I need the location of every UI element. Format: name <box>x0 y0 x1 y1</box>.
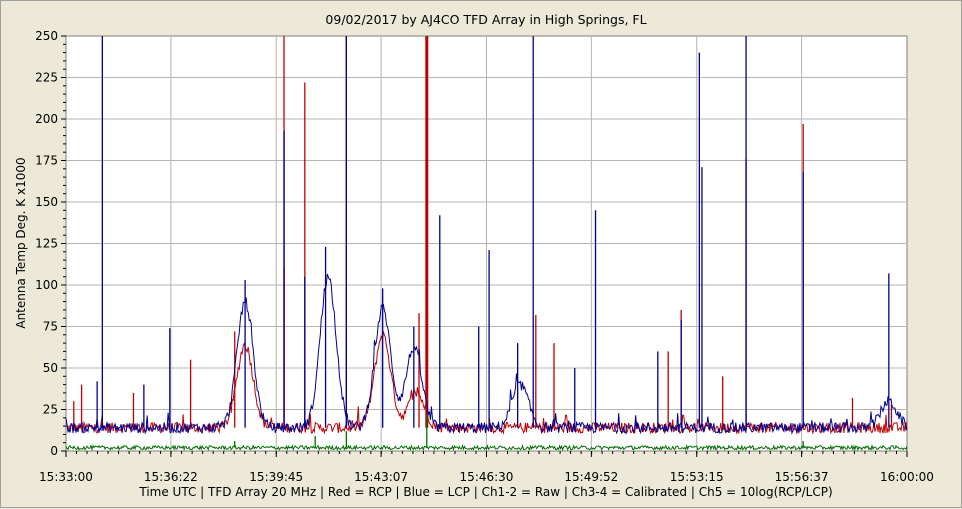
x-tick-label: 15:56:37 <box>775 470 829 484</box>
y-tick-label: 200 <box>35 112 58 126</box>
y-tick-label: 150 <box>35 195 58 209</box>
x-tick-label: 15:43:07 <box>354 470 408 484</box>
x-tick-label: 15:36:22 <box>144 470 198 484</box>
x-tick-label: 15:53:15 <box>670 470 724 484</box>
x-tick-label: 15:46:30 <box>460 470 514 484</box>
chart-title: 09/02/2017 by AJ4CO TFD Array in High Sp… <box>325 12 646 27</box>
y-tick-label: 250 <box>35 29 58 43</box>
y-tick-label: 100 <box>35 278 58 292</box>
x-tick-label: 16:00:00 <box>880 470 934 484</box>
y-tick-label: 125 <box>35 237 58 251</box>
grid-lines <box>66 36 907 451</box>
x-tick-labels: 15:33:00 15:36:22 15:39:45 15:43:07 15:46:30… <box>39 470 934 484</box>
x-axis-label: Time UTC | TFD Array 20 MHz | Red = RCP … <box>138 485 832 499</box>
series-line-lcp <box>65 273 908 435</box>
y-tick-label: 75 <box>43 320 58 334</box>
y-tick-label: 25 <box>43 403 58 417</box>
series-group <box>65 36 908 452</box>
y-tick-labels: 0 25 50 75 100 125 150 175 200 225 250 <box>35 29 58 458</box>
y-axis-label: Antenna Temp Deg. K x1000 <box>14 157 28 328</box>
x-tick-label: 15:39:45 <box>249 470 303 484</box>
x-tick-label: 15:49:52 <box>564 470 618 484</box>
y-tick-label: 225 <box>35 71 58 85</box>
x-tick-label: 15:33:00 <box>39 470 93 484</box>
y-tick-label: 0 <box>50 444 58 458</box>
y-tick-label: 50 <box>43 361 58 375</box>
minor-ticks <box>61 35 908 457</box>
y-tick-label: 175 <box>35 154 58 168</box>
series-line-ch5 <box>65 444 908 452</box>
